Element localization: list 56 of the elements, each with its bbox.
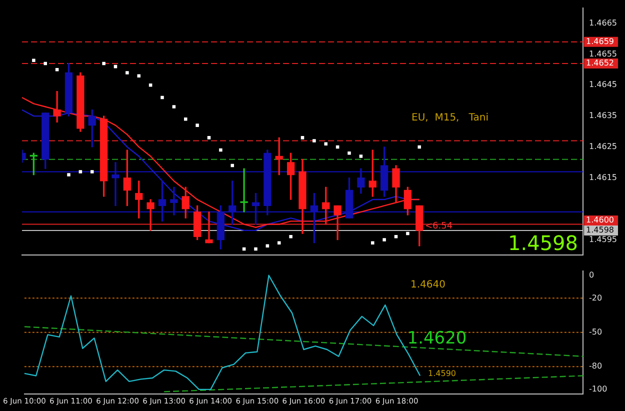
point [370,241,374,244]
annotation: <6.54 [425,221,453,232]
point [196,124,199,127]
y-tick-label: 1.4665 [589,18,617,28]
y-tick-label: 1.4595 [589,234,617,244]
point [55,68,59,72]
y-tick-label: -20 [589,293,602,302]
y-tick-label: 1.4645 [589,80,617,90]
point [137,74,141,78]
ref-line-label: 1.4659 [586,36,614,46]
point [160,96,164,100]
point [382,238,386,242]
y-tick-label: 1.4625 [589,142,617,152]
point [219,148,222,152]
annotation: 1.4590 [428,369,456,378]
point [242,247,246,251]
point [418,145,422,149]
y-tick-label: -50 [589,327,602,336]
point [207,136,211,140]
point [90,170,94,174]
y-tick-label: 0 [589,270,594,280]
point [102,62,106,66]
point [126,71,129,74]
annotation: 1.4620 [407,328,467,348]
annotation: EU, M15, Tani [412,112,488,124]
point [254,247,258,251]
point [312,139,316,142]
point [277,241,281,244]
point [230,164,234,168]
point [78,170,82,174]
y-tick-label: -80 [589,362,602,371]
annotation: 1.4598 [508,231,578,256]
ref-line-label: 1.4652 [586,58,614,68]
point [324,142,328,146]
point [114,64,118,68]
point [359,154,363,158]
point [172,105,176,108]
point [300,136,304,140]
point [336,145,340,149]
point [394,235,398,238]
ref-line-label: 1.4598 [586,226,614,235]
point [406,232,410,236]
point [184,118,188,121]
point [266,244,270,248]
point [67,173,70,176]
point [348,152,351,155]
point [148,83,152,87]
annotation: 1.4640 [410,280,446,291]
point [32,58,36,62]
point [289,235,292,238]
y-tick-label: 1.4615 [589,172,617,182]
point [44,62,48,66]
y-tick-label: 1.4635 [589,111,617,120]
y-tick-label: 1.4655 [589,49,617,58]
ref-line-label: 1.4600 [586,216,614,225]
y-tick-label: -100 [589,384,608,394]
